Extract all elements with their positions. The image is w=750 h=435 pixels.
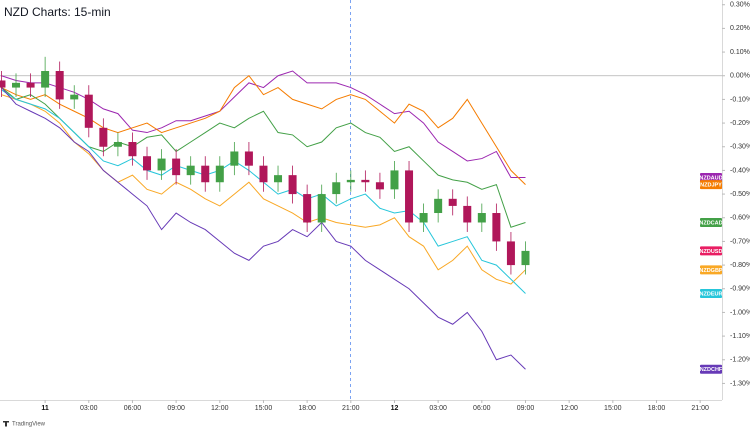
candle-body (0, 80, 6, 88)
candle-body (99, 127, 108, 147)
series-tag-label: NZDEUR (700, 291, 723, 297)
y-tick-label: 0.30% (730, 2, 750, 9)
plot-area (0, 56, 722, 370)
series-tag-label: NZDCAD (699, 220, 722, 226)
chart-title: NZD Charts: 15-min (4, 5, 111, 19)
y-tick-label: 0.10% (730, 49, 750, 56)
candle-body (70, 94, 79, 100)
series-tag (700, 288, 722, 298)
series-tag-label: NZDAUD (699, 175, 722, 181)
candle-body (332, 182, 341, 195)
x-tick-label: 09:00 (517, 405, 535, 412)
candle-body (419, 213, 428, 223)
x-tick-label: 11 (41, 405, 49, 412)
y-tick-label: 0.00% (730, 73, 750, 80)
x-tick-label: 15:00 (255, 405, 273, 412)
series-tag (700, 173, 722, 183)
x-tick-label: 06:00 (473, 405, 491, 412)
y-tick-label: -1.30% (730, 380, 750, 387)
brand-icon (3, 421, 9, 427)
y-tick-label: -0.70% (730, 238, 750, 245)
candle-body (172, 158, 181, 176)
candle-body (143, 156, 152, 171)
brand-logo: TradingView (12, 422, 46, 428)
x-tick-label: 03:00 (80, 405, 98, 412)
candle-body (157, 158, 166, 171)
candle-body (215, 165, 224, 183)
candle-body (113, 142, 122, 147)
candle-body (288, 175, 297, 195)
candle-body (274, 175, 283, 183)
candle-body (346, 179, 355, 183)
candle-body (41, 71, 50, 88)
candle-body (201, 165, 210, 183)
candle-body (463, 205, 472, 223)
x-tick-label: 15:00 (604, 405, 622, 412)
y-tick-label: -1.20% (730, 357, 750, 364)
series-tag (700, 364, 722, 374)
x-tick-label: 12:00 (560, 405, 578, 412)
candle-body (375, 182, 384, 190)
candle-body (244, 151, 253, 166)
candle-body (303, 194, 312, 223)
y-tick-label: -0.40% (730, 167, 750, 174)
x-tick-label: 03:00 (429, 405, 447, 412)
x-tick-label: 18:00 (648, 405, 666, 412)
candle-body (128, 142, 137, 157)
candle-body (477, 213, 486, 223)
candle-body (448, 198, 457, 206)
candle-body (361, 179, 370, 183)
series-tag (700, 265, 722, 275)
candle-body (506, 241, 515, 266)
candle-body (26, 82, 35, 88)
y-tick-label: -0.10% (730, 96, 750, 103)
candle-body (390, 170, 399, 190)
candle-body (317, 194, 326, 223)
y-tick-label: -0.50% (730, 191, 750, 198)
series-tag-label: NZDGBP (699, 268, 723, 274)
candle-body (12, 82, 21, 88)
candle-body (55, 71, 64, 100)
x-tick-label: 18:00 (298, 405, 316, 412)
x-tick-label: 12:00 (211, 405, 229, 412)
candle-body (492, 213, 501, 242)
candle-body (521, 250, 530, 266)
y-tick-label: -1.10% (730, 333, 750, 340)
x-tick-label: 12 (391, 405, 399, 412)
candle-body (84, 94, 93, 128)
y-tick-label: -0.60% (730, 215, 750, 222)
candle-body (259, 165, 268, 183)
candle-body (186, 165, 195, 176)
series-tag-label: NZDCHF (700, 367, 723, 373)
y-tick-label: -0.30% (730, 144, 750, 151)
series-tag (700, 217, 722, 227)
x-tick-label: 21:00 (691, 405, 709, 412)
series-line (1, 87, 526, 370)
series-tag (700, 180, 722, 190)
series-tag (700, 246, 722, 256)
candle-body (405, 170, 414, 223)
y-tick-label: -1.00% (730, 309, 750, 316)
candle-body (230, 151, 239, 166)
y-tick-label: 0.20% (730, 25, 750, 32)
series-line (1, 94, 526, 285)
x-tick-label: 09:00 (167, 405, 185, 412)
candle-body (434, 198, 443, 214)
x-tick-label: 21:00 (342, 405, 360, 412)
series-tag-label: NZDJPY (700, 183, 722, 189)
y-tick-label: -0.20% (730, 120, 750, 127)
x-tick-label: 06:00 (124, 405, 142, 412)
series-tag-label: NZDUSD (700, 249, 723, 255)
y-tick-label: -0.80% (730, 262, 750, 269)
y-tick-label: -0.90% (730, 286, 750, 293)
